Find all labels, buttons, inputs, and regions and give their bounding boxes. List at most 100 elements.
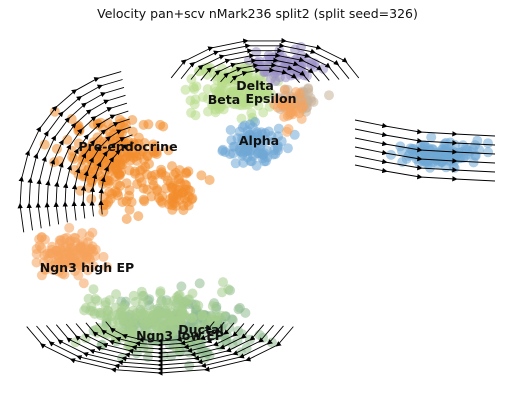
cell-point [155, 288, 166, 299]
cell-point [120, 119, 131, 130]
cell-point [439, 139, 450, 150]
cell-point [157, 197, 168, 208]
cell-point [294, 108, 305, 119]
cell-point [166, 317, 177, 328]
cell-point [238, 134, 249, 145]
velocity-streamline [105, 321, 215, 344]
cell-point [252, 136, 263, 147]
cell-point [73, 270, 84, 281]
cell-point [163, 145, 174, 156]
velocity-streamline [95, 321, 225, 348]
cell-point [167, 161, 177, 172]
cell-point [78, 278, 89, 289]
cell-point [225, 125, 236, 135]
cell-point [273, 123, 284, 134]
cell-point [218, 277, 228, 288]
cell-point [155, 119, 166, 130]
cell-point [197, 310, 208, 321]
cell-point [78, 169, 89, 179]
velocity-streamline [200, 52, 330, 81]
cluster-label: Pre-endocrine [78, 139, 177, 154]
cell-point [111, 289, 122, 300]
cell-point [183, 191, 194, 202]
cell-point [186, 312, 197, 323]
cell-point [59, 233, 70, 244]
cell-point [102, 305, 113, 316]
cell-point [179, 179, 190, 190]
cell-point [88, 284, 99, 295]
cell-point [77, 154, 88, 165]
cell-point [134, 150, 145, 161]
cell-point [483, 147, 494, 158]
cell-point [174, 165, 185, 176]
cell-point [258, 107, 269, 118]
cell-point [470, 150, 481, 161]
cell-point [49, 157, 60, 168]
cell-point [170, 301, 181, 311]
cell-point [93, 119, 104, 130]
cell-point [148, 139, 159, 150]
cell-point [260, 156, 271, 167]
cell-point [88, 260, 99, 271]
cell-point [193, 300, 204, 311]
cell-point [414, 146, 425, 157]
cell-point [230, 88, 241, 98]
cell-point [183, 166, 194, 177]
cell-point [62, 256, 73, 267]
cell-point [142, 184, 153, 195]
cell-point [124, 190, 135, 201]
velocity-streamline [210, 57, 320, 82]
cell-point [282, 143, 293, 154]
cell-point [39, 139, 50, 150]
velocity-streamline [220, 62, 310, 83]
cell-point [102, 262, 112, 272]
cell-point [158, 317, 169, 328]
cluster-label: Delta [236, 78, 274, 93]
cell-point [162, 175, 173, 186]
cluster-label: Alpha [239, 133, 279, 148]
cell-point [112, 179, 123, 190]
cell-point [65, 243, 76, 254]
cell-point [167, 204, 178, 215]
cell-point [246, 108, 257, 118]
cell-point [86, 194, 97, 204]
cluster-label: Ductal [178, 322, 223, 337]
cell-point [216, 79, 227, 90]
cell-point [104, 295, 115, 306]
velocity-streamline [190, 47, 340, 80]
cell-point [263, 126, 274, 137]
velocity-streamline [230, 67, 300, 83]
cell-point [47, 241, 57, 252]
cell-point [184, 294, 194, 305]
cell-point [143, 344, 154, 355]
cell-point [234, 126, 245, 137]
cell-point [279, 85, 290, 96]
cell-point [85, 305, 96, 316]
cell-point [128, 305, 139, 316]
cell-point [40, 264, 51, 275]
chart-title: Velocity pan+scv nMark236 split2 (split … [97, 6, 418, 21]
cell-point [228, 98, 239, 109]
cell-point [483, 138, 493, 149]
cell-point [75, 260, 86, 271]
cell-point [191, 81, 202, 92]
cell-point [124, 204, 135, 215]
velocity-streamlines [17, 37, 496, 376]
cell-point [94, 323, 105, 333]
cell-point [94, 307, 105, 318]
cell-point [133, 211, 144, 222]
cell-point [39, 250, 50, 261]
cell-point [189, 99, 200, 110]
cell-point [239, 83, 249, 94]
cell-point [156, 167, 167, 178]
cell-point [226, 135, 237, 146]
cell-point [138, 119, 149, 130]
cluster-label: Epsilon [246, 91, 297, 106]
cell-point [137, 298, 148, 308]
cell-point [167, 196, 178, 207]
cell-point [184, 347, 195, 358]
cell-point [258, 85, 269, 96]
cell-point [276, 136, 287, 147]
cell-point [155, 297, 166, 308]
